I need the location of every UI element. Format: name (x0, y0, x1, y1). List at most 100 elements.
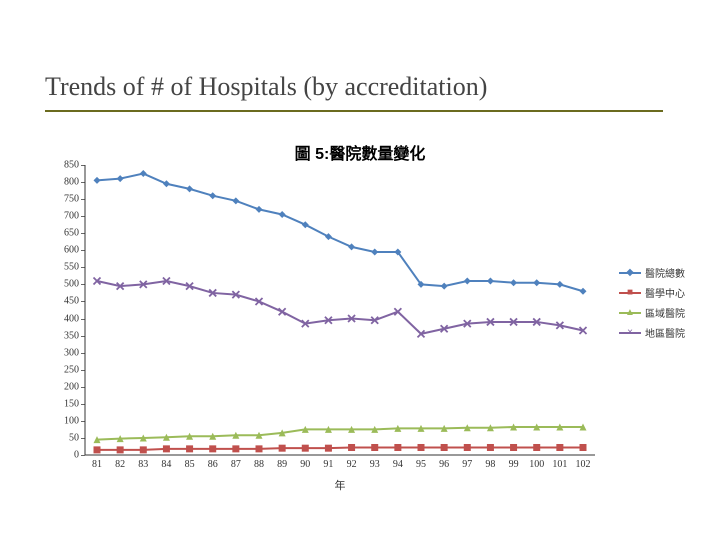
series-marker (94, 177, 101, 184)
x-tick-label: 97 (462, 459, 472, 470)
y-tick-label: 850 (64, 160, 79, 171)
series-marker (209, 445, 216, 452)
series-marker (371, 444, 378, 451)
series-marker (186, 445, 193, 452)
series-marker (464, 444, 471, 451)
chart-svg (85, 165, 595, 455)
x-tick-label: 102 (576, 459, 591, 470)
series-marker (441, 283, 448, 290)
series-marker (302, 221, 309, 228)
x-axis-ticks: 8182838485868788899091929394959697989910… (85, 455, 595, 475)
legend: ◆醫院總數 ■ 醫學中心 ▲ 區域醫院 × 地區醫院 (619, 265, 685, 345)
series-marker (186, 185, 193, 192)
series-marker (232, 445, 239, 452)
y-tick-label: 350 (64, 330, 79, 341)
x-tick-label: 89 (277, 459, 287, 470)
series-marker (256, 206, 263, 213)
series-marker (580, 288, 587, 295)
series-marker (533, 279, 540, 286)
series-marker (117, 446, 124, 453)
legend-item: ■ 醫學中心 (619, 285, 685, 300)
chart-title: 圖 5:醫院數量變化 (0, 140, 720, 164)
y-tick-label: 300 (64, 347, 79, 358)
chart-area: 0501001502002503003504004505005506006507… (45, 165, 685, 495)
y-tick-label: 50 (69, 432, 79, 443)
y-axis-ticks: 0501001502002503003504004505005506006507… (45, 165, 85, 455)
series-line (97, 427, 583, 440)
series-marker (325, 233, 332, 240)
series-marker (441, 444, 448, 451)
x-tick-label: 83 (138, 459, 148, 470)
x-tick-label: 94 (393, 459, 403, 470)
y-tick-label: 400 (64, 313, 79, 324)
x-tick-label: 101 (552, 459, 567, 470)
y-tick-label: 450 (64, 296, 79, 307)
x-tick-label: 82 (115, 459, 125, 470)
series-marker (487, 444, 494, 451)
series-marker (140, 446, 147, 453)
series-marker (163, 445, 170, 452)
series-marker (556, 281, 563, 288)
legend-label: 醫院總數 (645, 265, 685, 280)
series-marker (140, 170, 147, 177)
legend-item: ▲ 區域醫院 (619, 305, 685, 320)
x-tick-label: 96 (439, 459, 449, 470)
x-axis-label: 年 (85, 477, 595, 493)
series-marker (302, 445, 309, 452)
y-tick-label: 650 (64, 228, 79, 239)
legend-item: ◆醫院總數 (619, 265, 685, 280)
series-marker (348, 444, 355, 451)
legend-item: × 地區醫院 (619, 325, 685, 340)
series-marker (348, 243, 355, 250)
series-marker (117, 175, 124, 182)
x-tick-label: 91 (323, 459, 333, 470)
series-marker (279, 445, 286, 452)
series-marker (371, 249, 378, 256)
x-tick-label: 86 (208, 459, 218, 470)
x-tick-label: 84 (161, 459, 171, 470)
series-marker (510, 279, 517, 286)
series-marker (580, 444, 587, 451)
y-tick-label: 100 (64, 415, 79, 426)
series-line (97, 281, 583, 334)
series-marker (464, 278, 471, 285)
y-tick-label: 750 (64, 194, 79, 205)
series-marker (487, 278, 494, 285)
plot-area (85, 165, 595, 455)
x-tick-label: 87 (231, 459, 241, 470)
x-tick-label: 85 (185, 459, 195, 470)
legend-label: 地區醫院 (645, 325, 685, 340)
x-tick-label: 95 (416, 459, 426, 470)
series-line (97, 174, 583, 292)
y-tick-label: 500 (64, 279, 79, 290)
series-marker (94, 446, 101, 453)
y-tick-label: 200 (64, 381, 79, 392)
series-marker (510, 444, 517, 451)
series-marker (209, 192, 216, 199)
y-tick-label: 800 (64, 177, 79, 188)
series-marker (556, 444, 563, 451)
series-marker (232, 197, 239, 204)
y-tick-label: 150 (64, 398, 79, 409)
legend-swatch: ■ (619, 287, 641, 299)
x-tick-label: 88 (254, 459, 264, 470)
series-marker (163, 180, 170, 187)
slide-title: Trends of # of Hospitals (by accreditati… (45, 72, 487, 102)
y-tick-label: 0 (74, 450, 79, 461)
y-tick-label: 700 (64, 211, 79, 222)
x-tick-label: 81 (92, 459, 102, 470)
series-marker (325, 445, 332, 452)
series-marker (394, 444, 401, 451)
legend-label: 醫學中心 (645, 285, 685, 300)
y-tick-label: 250 (64, 364, 79, 375)
y-tick-label: 550 (64, 262, 79, 273)
series-marker (279, 211, 286, 218)
legend-swatch: × (619, 327, 641, 339)
legend-swatch: ▲ (619, 307, 641, 319)
series-marker (533, 444, 540, 451)
x-tick-label: 92 (347, 459, 357, 470)
x-tick-label: 98 (485, 459, 495, 470)
legend-label: 區域醫院 (645, 305, 685, 320)
x-tick-label: 93 (370, 459, 380, 470)
x-tick-label: 90 (300, 459, 310, 470)
